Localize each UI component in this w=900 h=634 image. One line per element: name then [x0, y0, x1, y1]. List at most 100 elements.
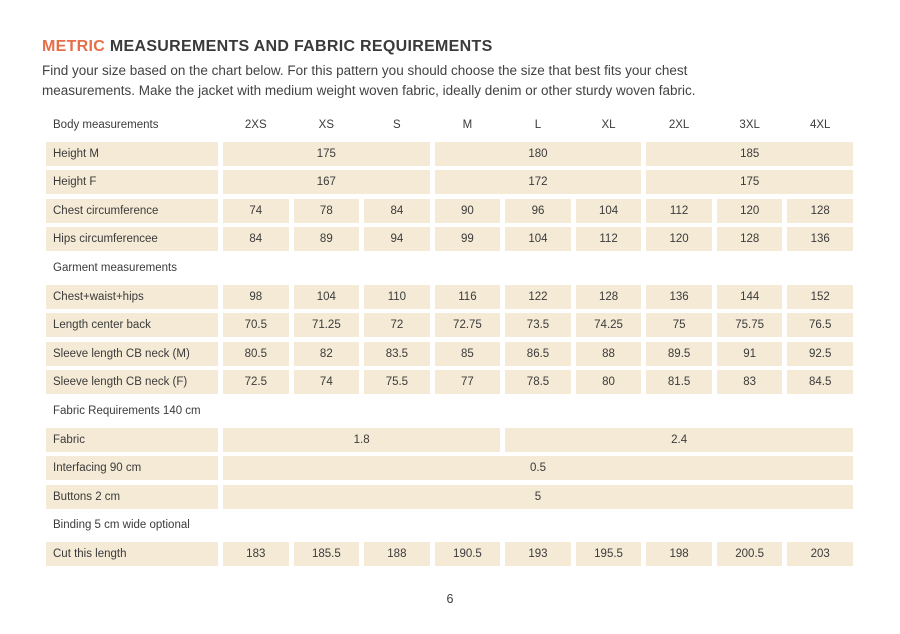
- value-cell: 85: [434, 341, 501, 366]
- value-cell: 0.5: [223, 456, 853, 481]
- value-cell: 185.5: [293, 541, 360, 566]
- size-column-header: 4XL: [787, 113, 853, 137]
- value-cell: 84: [364, 198, 430, 223]
- value-cell: 175: [646, 170, 853, 195]
- value-cell: 84: [223, 227, 289, 252]
- value-cell: 203: [787, 541, 853, 566]
- row-label: Chest circumference: [46, 198, 218, 223]
- value-cell: 120: [646, 227, 712, 252]
- value-cell: 83: [716, 370, 783, 395]
- value-cell: 83.5: [364, 341, 430, 366]
- value-cell: 193: [505, 541, 571, 566]
- value-cell: 75: [646, 313, 712, 338]
- measurements-table: Body measurements 2XS XS S M L XL 2XL 3XL 4XL Heig…: [46, 113, 853, 566]
- row-label: Cut this length: [46, 541, 218, 566]
- row-label: Sleeve length CB neck (M): [46, 341, 218, 366]
- value-cell: 112: [646, 198, 712, 223]
- intro-line-2: measurements. Make the jacket with mediu…: [42, 82, 696, 98]
- page-title: METRIC MEASUREMENTS AND FABRIC REQUIREME…: [42, 38, 858, 56]
- value-cell: 80.5: [223, 341, 289, 366]
- row-label: Height M: [46, 141, 218, 166]
- value-cell: 72.75: [434, 313, 501, 338]
- value-cell: 84.5: [787, 370, 853, 395]
- row-label: Hips circumferencee: [46, 227, 218, 252]
- value-cell: 1.8: [223, 427, 501, 452]
- value-cell: 75.75: [716, 313, 783, 338]
- value-cell: 136: [646, 284, 712, 309]
- value-cell: 5: [223, 484, 853, 509]
- value-cell: 190.5: [434, 541, 501, 566]
- value-cell: 128: [575, 284, 642, 309]
- value-cell: 128: [787, 198, 853, 223]
- value-cell: 99: [434, 227, 501, 252]
- value-cell: 71.25: [293, 313, 360, 338]
- value-cell: 200.5: [716, 541, 783, 566]
- value-cell: 167: [223, 170, 430, 195]
- size-column-header: M: [434, 113, 501, 137]
- size-column-header: 3XL: [716, 113, 783, 137]
- value-cell: 86.5: [505, 341, 571, 366]
- value-cell: 112: [575, 227, 642, 252]
- section-label: Binding 5 cm wide optional: [46, 513, 853, 538]
- value-cell: 152: [787, 284, 853, 309]
- value-cell: 104: [293, 284, 360, 309]
- table-header-label: Body measurements: [46, 113, 218, 137]
- value-cell: 92.5: [787, 341, 853, 366]
- size-column-header: S: [364, 113, 430, 137]
- intro-paragraph: Find your size based on the chart below.…: [42, 61, 858, 100]
- page-title-rest: MEASUREMENTS AND FABRIC REQUIREMENTS: [105, 38, 493, 55]
- value-cell: 78.5: [505, 370, 571, 395]
- value-cell: 144: [716, 284, 783, 309]
- value-cell: 78: [293, 198, 360, 223]
- value-cell: 175: [223, 141, 430, 166]
- value-cell: 188: [364, 541, 430, 566]
- value-cell: 72.5: [223, 370, 289, 395]
- value-cell: 76.5: [787, 313, 853, 338]
- value-cell: 81.5: [646, 370, 712, 395]
- size-column-header: XS: [293, 113, 360, 137]
- value-cell: 180: [434, 141, 642, 166]
- document-page: METRIC MEASUREMENTS AND FABRIC REQUIREME…: [42, 38, 858, 566]
- value-cell: 104: [575, 198, 642, 223]
- value-cell: 116: [434, 284, 501, 309]
- value-cell: 89.5: [646, 341, 712, 366]
- row-label: Height F: [46, 170, 218, 195]
- value-cell: 82: [293, 341, 360, 366]
- value-cell: 72: [364, 313, 430, 338]
- row-label: Interfacing 90 cm: [46, 456, 218, 481]
- value-cell: 172: [434, 170, 642, 195]
- value-cell: 94: [364, 227, 430, 252]
- value-cell: 110: [364, 284, 430, 309]
- size-column-header: 2XL: [646, 113, 712, 137]
- section-label: Garment measurements: [46, 255, 853, 280]
- value-cell: 75.5: [364, 370, 430, 395]
- row-label: Chest+waist+hips: [46, 284, 218, 309]
- value-cell: 90: [434, 198, 501, 223]
- value-cell: 74.25: [575, 313, 642, 338]
- value-cell: 195.5: [575, 541, 642, 566]
- value-cell: 2.4: [505, 427, 853, 452]
- value-cell: 80: [575, 370, 642, 395]
- value-cell: 74: [223, 198, 289, 223]
- value-cell: 96: [505, 198, 571, 223]
- value-cell: 77: [434, 370, 501, 395]
- page-title-highlight: METRIC: [42, 38, 106, 55]
- value-cell: 120: [716, 198, 783, 223]
- value-cell: 104: [505, 227, 571, 252]
- row-label: Fabric: [46, 427, 218, 452]
- section-label: Fabric Requirements 140 cm: [46, 398, 853, 423]
- value-cell: 128: [716, 227, 783, 252]
- size-column-header: 2XS: [223, 113, 289, 137]
- value-cell: 183: [223, 541, 289, 566]
- size-column-header: XL: [575, 113, 642, 137]
- intro-line-1: Find your size based on the chart below.…: [42, 63, 688, 78]
- value-cell: 198: [646, 541, 712, 566]
- size-column-header: L: [505, 113, 571, 137]
- value-cell: 88: [575, 341, 642, 366]
- value-cell: 136: [787, 227, 853, 252]
- row-label: Buttons 2 cm: [46, 484, 218, 509]
- value-cell: 70.5: [223, 313, 289, 338]
- value-cell: 91: [716, 341, 783, 366]
- value-cell: 122: [505, 284, 571, 309]
- value-cell: 74: [293, 370, 360, 395]
